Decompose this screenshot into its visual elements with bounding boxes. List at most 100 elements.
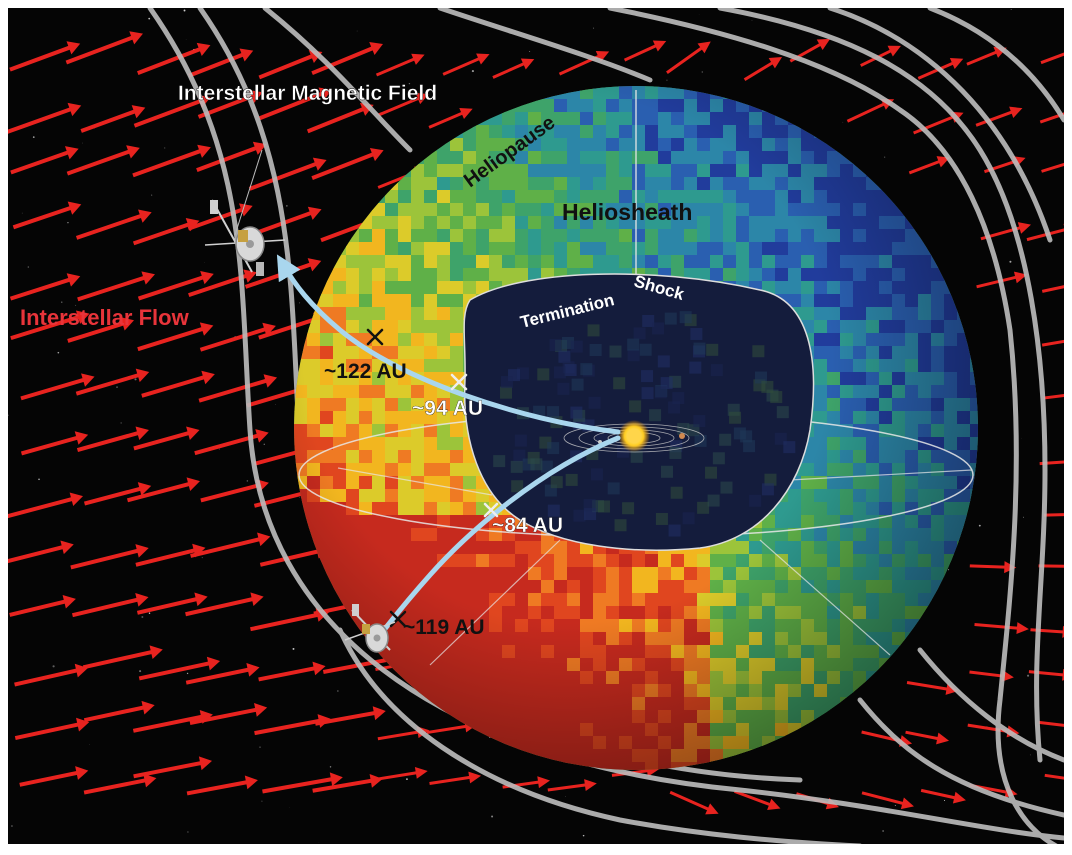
flow-arrow xyxy=(1038,564,1064,568)
voyager-2-trajectory xyxy=(381,435,621,633)
flow-arrow xyxy=(8,492,84,519)
star xyxy=(366,94,368,97)
flow-arrow xyxy=(138,656,221,681)
flow-arrow xyxy=(258,87,333,121)
star xyxy=(246,480,249,482)
star xyxy=(21,212,23,214)
flow-arrow xyxy=(920,788,966,804)
star xyxy=(185,38,187,40)
star xyxy=(292,647,295,650)
flow-arrow xyxy=(65,31,143,65)
field-line xyxy=(437,8,653,83)
flow-arrow xyxy=(133,756,213,779)
flow-arrow xyxy=(311,148,384,180)
flow-arrow xyxy=(311,42,383,76)
flow-arrow xyxy=(743,56,783,81)
flow-arrow xyxy=(83,482,152,506)
flow-arrow xyxy=(198,374,278,403)
star xyxy=(701,71,703,73)
flow-arrow xyxy=(1041,280,1064,293)
star xyxy=(471,70,474,73)
flow-arrow xyxy=(1044,773,1064,782)
star xyxy=(116,386,118,388)
star xyxy=(186,672,189,675)
star xyxy=(842,121,844,123)
star xyxy=(183,9,186,12)
star xyxy=(75,304,77,306)
flow-arrow xyxy=(80,105,146,133)
flow-arrow xyxy=(8,540,74,564)
flow-arrow xyxy=(137,270,214,301)
v2-termination-distance: ~84 AU xyxy=(492,514,563,537)
flow-arrow xyxy=(75,368,150,396)
star xyxy=(218,448,220,450)
v2-heliopause-distance: ~119 AU xyxy=(403,616,485,639)
star xyxy=(259,746,261,748)
flow-arrow xyxy=(262,772,343,794)
star xyxy=(491,815,494,818)
heliosheath-label: Heliosheath xyxy=(562,199,692,225)
flow-arrow xyxy=(373,766,428,782)
crossing-markers xyxy=(366,328,499,628)
star xyxy=(299,302,301,304)
flow-arrow xyxy=(137,42,211,75)
star xyxy=(57,351,60,354)
star xyxy=(666,79,668,81)
flow-arrow xyxy=(137,322,214,352)
interstellar-flow-label: Interstellar Flow xyxy=(20,305,190,330)
star xyxy=(1029,754,1031,756)
flow-arrow xyxy=(132,218,200,246)
star xyxy=(408,82,411,85)
solar-system xyxy=(563,420,705,453)
flow-arrow xyxy=(1038,720,1064,730)
flow-arrow xyxy=(188,48,254,78)
flow-arrow xyxy=(734,789,781,810)
star xyxy=(356,30,358,32)
star xyxy=(1009,260,1012,263)
field-line xyxy=(827,8,1053,243)
flow-arrow xyxy=(547,779,597,792)
star xyxy=(134,378,137,381)
star xyxy=(38,478,40,481)
flow-arrow xyxy=(185,662,260,685)
flow-arrow xyxy=(1040,47,1064,65)
flow-arrow xyxy=(1043,391,1064,400)
star xyxy=(1023,516,1025,518)
star xyxy=(164,147,166,149)
flow-arrow xyxy=(375,53,425,77)
star xyxy=(406,778,408,781)
field-line xyxy=(607,8,1058,844)
flow-arrow xyxy=(258,661,326,682)
star xyxy=(285,205,288,207)
flow-arrow xyxy=(666,41,711,74)
star xyxy=(1027,674,1030,677)
flow-arrow xyxy=(976,271,1028,289)
star xyxy=(275,404,277,405)
voyager-trajectories xyxy=(276,254,621,633)
star xyxy=(89,744,90,745)
flow-arrow xyxy=(77,271,155,302)
field-line xyxy=(717,8,1048,763)
flow-arrow xyxy=(975,106,1023,127)
flow-arrow xyxy=(428,107,473,129)
flow-arrow xyxy=(196,141,267,172)
flow-arrow xyxy=(9,594,76,617)
flow-arrow xyxy=(623,40,667,62)
star xyxy=(582,834,585,837)
magnetic-field-label: Interstellar Magnetic Field xyxy=(178,82,437,105)
flow-arrow xyxy=(10,146,79,175)
flow-arrow xyxy=(314,706,386,726)
field-line xyxy=(917,647,1064,763)
star xyxy=(948,569,950,571)
star xyxy=(148,17,151,20)
flow-arrow xyxy=(9,273,81,301)
star xyxy=(139,670,142,673)
star xyxy=(261,800,263,802)
field-line xyxy=(857,697,1064,818)
flow-arrow xyxy=(82,645,163,670)
star xyxy=(61,301,63,303)
flow-arrow xyxy=(442,53,490,76)
star xyxy=(884,156,886,158)
star xyxy=(978,524,981,527)
